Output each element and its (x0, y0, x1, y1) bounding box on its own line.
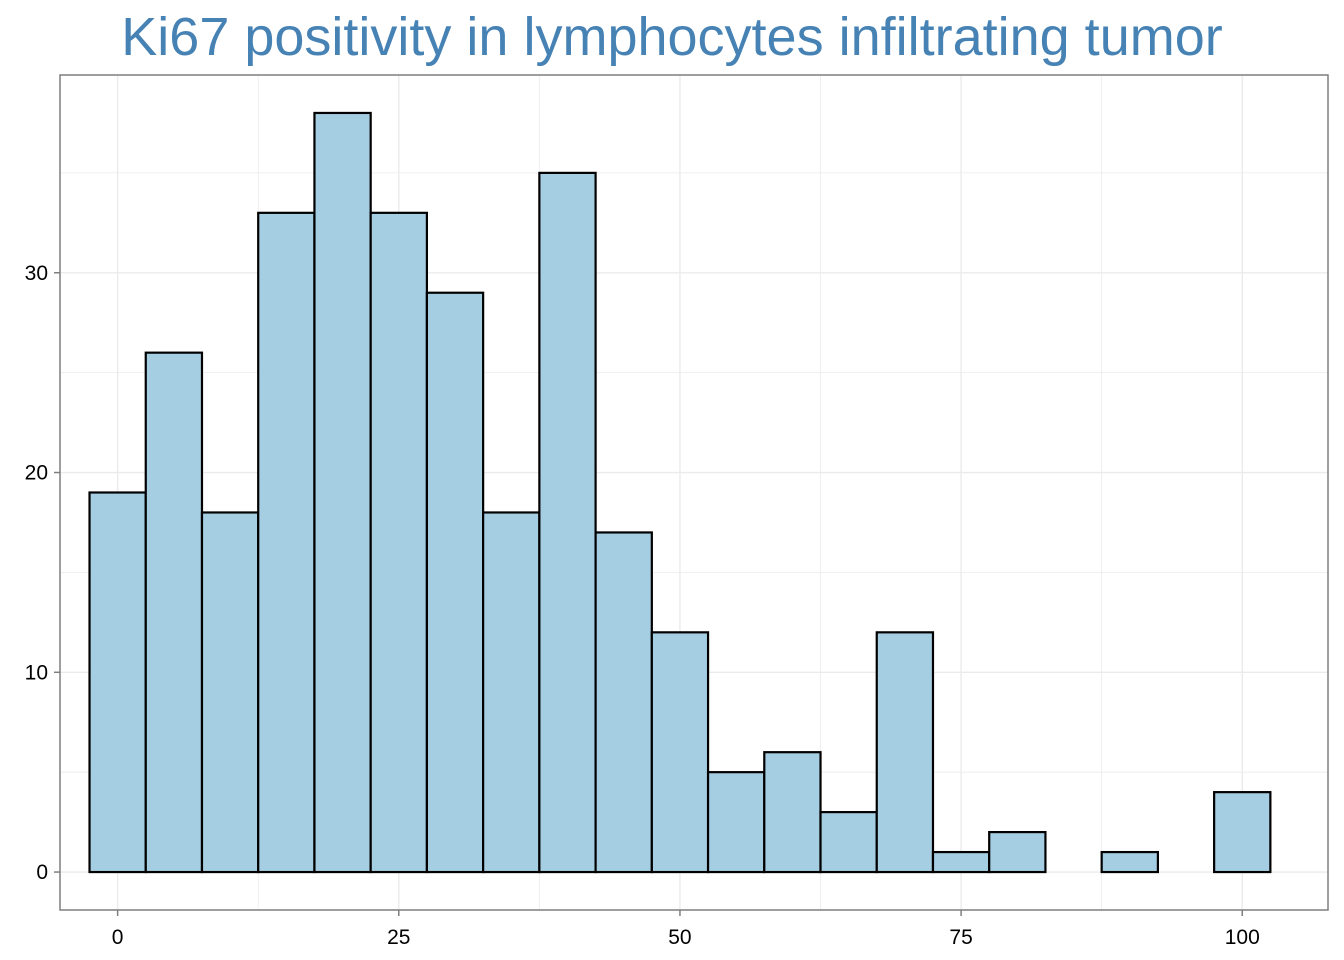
histogram-bar (369, 211, 429, 874)
x-tick-label: 0 (112, 926, 124, 949)
x-axis: 0 25 50 75 100 (112, 910, 1260, 949)
y-tick-label: 0 (36, 861, 48, 884)
chart-title: Ki67 positivity in lymphocytes infiltrat… (121, 7, 1223, 67)
histogram-bar (819, 811, 878, 874)
histogram-bar (988, 830, 1047, 874)
y-tick-label: 20 (25, 462, 48, 485)
y-axis: 0 10 20 30 (25, 262, 60, 884)
histogram-bar (650, 631, 710, 874)
histogram-bar (706, 771, 766, 874)
histogram-bar (482, 511, 541, 874)
x-tick-label: 50 (668, 926, 691, 949)
histogram-bar (144, 351, 204, 874)
y-tick-label: 30 (25, 262, 48, 285)
histogram-bar (875, 631, 935, 874)
histogram-bar (257, 211, 316, 874)
x-tick-label: 25 (387, 926, 410, 949)
histogram-bar (313, 111, 372, 874)
histogram-bar (200, 511, 260, 874)
x-tick-label: 75 (949, 926, 972, 949)
histogram-bar (594, 531, 653, 874)
histogram-bar (88, 491, 147, 874)
histogram-bar (931, 850, 991, 874)
x-tick-label: 100 (1225, 926, 1260, 949)
histogram-bar (425, 291, 485, 874)
histogram-bars (88, 111, 1272, 874)
y-tick-label: 10 (25, 661, 48, 684)
histogram-bar (1100, 850, 1160, 874)
panel-border (59, 74, 1329, 911)
histogram-bar (1213, 791, 1272, 874)
histogram-bar (538, 171, 597, 874)
histogram-bar (763, 751, 822, 874)
